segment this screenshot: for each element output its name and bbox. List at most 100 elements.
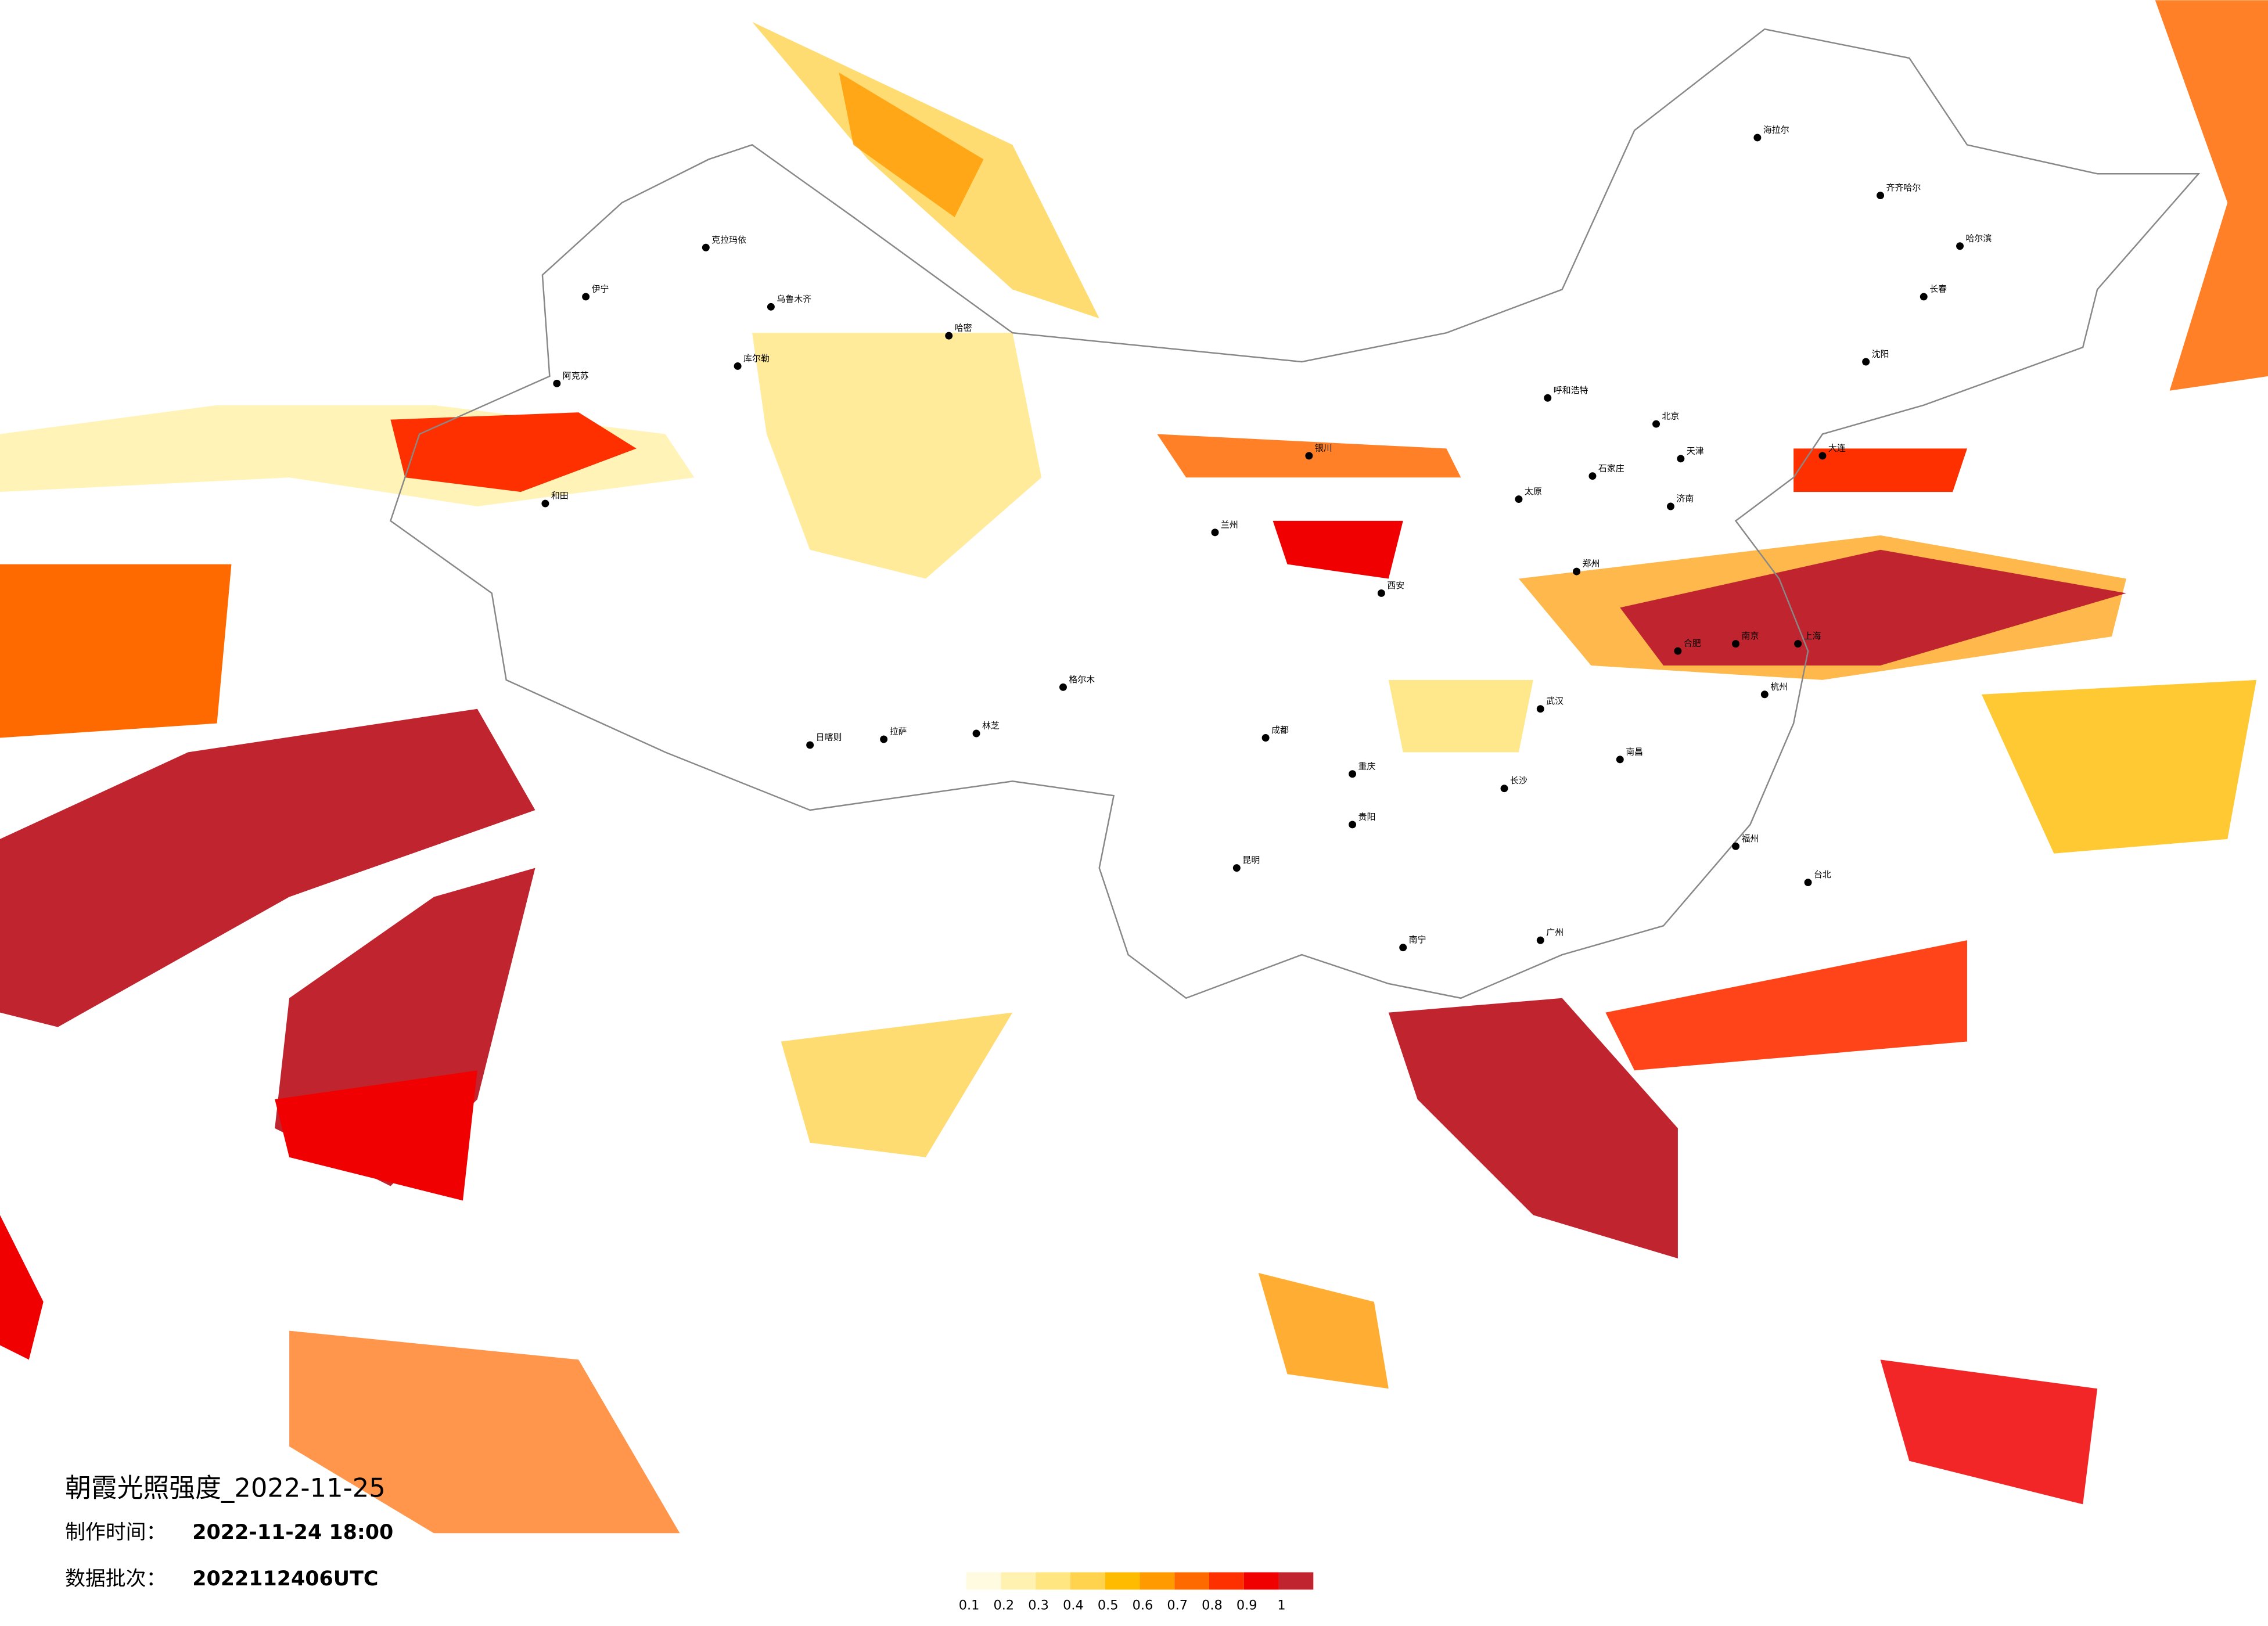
city-dot	[1377, 589, 1385, 597]
city-label: 哈尔滨	[1965, 233, 1992, 243]
legend-tick-label: 0.1	[959, 1598, 980, 1613]
city-label: 台北	[1814, 869, 1831, 880]
city-label: 日喀则	[816, 732, 842, 742]
city-label: 太原	[1525, 486, 1542, 497]
city-dot	[734, 362, 742, 370]
batch-label: 数据批次：	[65, 1567, 166, 1591]
city-dot	[1573, 567, 1581, 575]
city-dot	[1794, 640, 1802, 648]
city-label: 昆明	[1242, 855, 1260, 865]
legend-swatch	[966, 1572, 1001, 1590]
city-label: 重庆	[1358, 761, 1376, 771]
batch: 2022112406UTC	[192, 1567, 378, 1591]
city-label: 沈阳	[1872, 349, 1889, 359]
city-label: 北京	[1662, 411, 1680, 422]
city-label: 郑州	[1583, 559, 1600, 569]
city-label: 天津	[1687, 445, 1704, 456]
city-dot	[1732, 640, 1739, 648]
city-label: 长沙	[1510, 775, 1527, 786]
city-dot	[1232, 864, 1241, 872]
city-label: 大连	[1828, 443, 1846, 453]
city-label: 林芝	[982, 721, 1000, 731]
city-dot	[1677, 455, 1685, 463]
city-label: 库尔勒	[743, 353, 770, 364]
city-label: 和田	[551, 491, 569, 501]
city-dot	[582, 293, 590, 301]
city-dot	[1349, 770, 1357, 778]
legend-swatch	[1243, 1572, 1279, 1590]
legend-swatch	[1036, 1572, 1070, 1590]
city-dot	[1399, 944, 1407, 952]
city-dot	[1349, 821, 1357, 829]
city-label: 贵阳	[1358, 811, 1376, 822]
legend-tick-label: 0.2	[994, 1598, 1015, 1613]
legend-swatch	[1278, 1572, 1314, 1590]
legend-tick-label: 0.3	[1028, 1598, 1049, 1613]
made-time: 2022-11-24 18:00	[192, 1521, 393, 1544]
city-dot	[1059, 683, 1067, 691]
city-dot	[1804, 879, 1812, 887]
city-dot	[541, 499, 549, 508]
city-dot	[1732, 842, 1739, 850]
city-dot	[1536, 705, 1544, 713]
city-label: 齐齐哈尔	[1886, 182, 1921, 193]
city-label: 成都	[1271, 725, 1289, 735]
city-dot	[1261, 734, 1270, 742]
legend: 0.1 0.2 0.3 0.4 0.5 0.6 0.7 0.8 0.9 1	[959, 1572, 1314, 1613]
city-label: 南昌	[1626, 746, 1643, 757]
city-label: 银川	[1315, 443, 1332, 453]
heat-layer	[0, 0, 2268, 1534]
map-title: 朝霞光照强度_2022-11-25	[65, 1473, 386, 1503]
city-dot	[1515, 495, 1523, 503]
city-label: 哈密	[955, 323, 972, 333]
city-label: 克拉玛依	[711, 235, 746, 245]
legend-tick-label: 0.4	[1063, 1598, 1084, 1613]
city-label: 上海	[1804, 631, 1821, 641]
city-dot	[972, 729, 980, 738]
city-label: 拉萨	[890, 726, 907, 737]
legend-swatch	[1174, 1572, 1210, 1590]
city-dot	[553, 379, 561, 387]
city-dot	[1862, 358, 1870, 366]
city-dot	[945, 332, 953, 340]
city-label: 广州	[1546, 927, 1563, 938]
city-dot	[1818, 452, 1827, 460]
city-dot	[1920, 293, 1928, 301]
legend-tick-label: 0.8	[1202, 1598, 1223, 1613]
city-dot	[1536, 936, 1544, 944]
city-dot	[1588, 472, 1597, 480]
city-dot	[1753, 134, 1762, 142]
city-label: 长春	[1929, 283, 1947, 294]
legend-tick-label: 0.5	[1098, 1598, 1119, 1613]
city-label: 乌鲁木齐	[777, 294, 811, 304]
legend-tick-label: 1	[1277, 1598, 1285, 1613]
city-label: 福州	[1741, 833, 1759, 844]
city-dot	[1616, 756, 1624, 764]
legend-swatch	[1105, 1572, 1140, 1590]
city-label: 石家庄	[1598, 463, 1624, 473]
city-label: 南京	[1741, 631, 1759, 641]
city-dot	[767, 303, 775, 311]
city-dot	[1877, 192, 1885, 200]
city-dot	[1500, 785, 1508, 793]
legend-tick-label: 0.9	[1237, 1598, 1257, 1613]
city-dot	[1760, 690, 1769, 699]
city-dot	[1652, 420, 1660, 428]
city-dot	[1956, 242, 1964, 250]
made-label: 制作时间：	[65, 1521, 166, 1544]
city-dot	[880, 735, 888, 743]
city-label: 武汉	[1546, 696, 1563, 706]
country-outline	[389, 28, 2201, 999]
city-dot	[806, 741, 814, 749]
legend-swatch	[1140, 1572, 1175, 1590]
city-dot	[1305, 452, 1313, 460]
city-dot	[1544, 394, 1552, 402]
city-label: 南宁	[1409, 934, 1426, 945]
legend-swatch	[1001, 1572, 1036, 1590]
city-label: 海拉尔	[1763, 125, 1789, 135]
city-label: 杭州	[1770, 681, 1788, 692]
city-label: 合肥	[1684, 638, 1701, 649]
legend-swatch	[1070, 1572, 1105, 1590]
city-dot	[1674, 647, 1682, 655]
